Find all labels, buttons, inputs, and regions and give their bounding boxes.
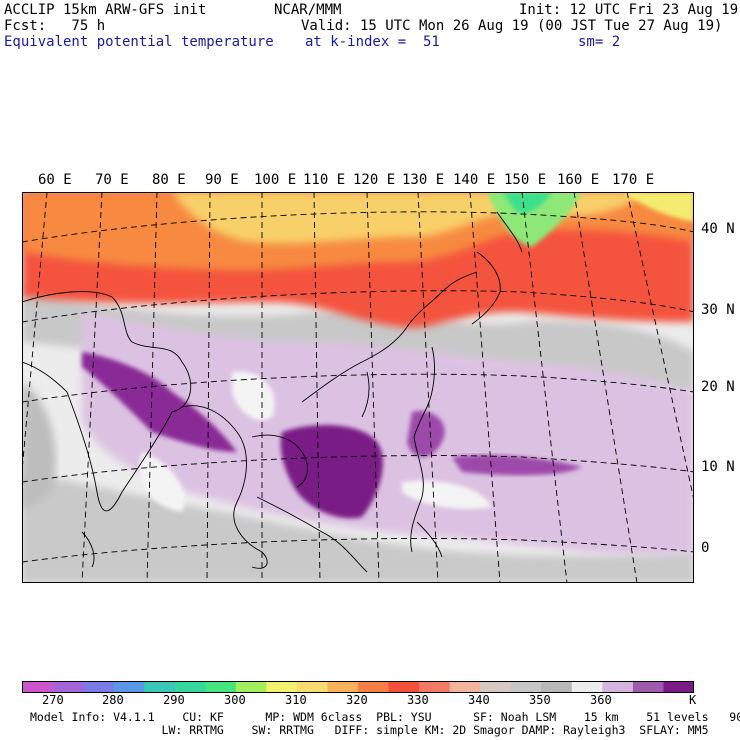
colorbar-swatch bbox=[632, 681, 664, 693]
lon-label: 110 E bbox=[303, 172, 346, 188]
lon-label: 150 E bbox=[504, 172, 547, 188]
colorbar-swatch bbox=[266, 681, 298, 693]
lon-label: 80 E bbox=[152, 172, 186, 188]
init-time: Init: 12 UTC Fri 23 Aug 19 bbox=[519, 2, 739, 18]
colorbar-swatch bbox=[296, 681, 328, 693]
colorbar-tick: 280 bbox=[102, 693, 124, 707]
dark-purple-core bbox=[280, 425, 383, 519]
colorbar-swatch bbox=[327, 681, 359, 693]
lon-label: 140 E bbox=[453, 172, 496, 188]
colorbar-tick: 320 bbox=[346, 693, 368, 707]
colorbar-swatch bbox=[602, 681, 634, 693]
colorbar-swatch bbox=[52, 681, 84, 693]
colorbar-unit: K bbox=[689, 693, 697, 707]
lon-label: 120 E bbox=[353, 172, 396, 188]
level-index: at k-index = 51 bbox=[305, 34, 440, 50]
lon-label: 170 E bbox=[612, 172, 655, 188]
lon-label: 100 E bbox=[254, 172, 297, 188]
gray-west bbox=[22, 382, 56, 512]
colorbar-swatch bbox=[113, 681, 145, 693]
white-patch bbox=[402, 480, 492, 509]
lon-label: 160 E bbox=[557, 172, 600, 188]
colorbar-swatch bbox=[571, 681, 603, 693]
dark-purple-core bbox=[82, 352, 237, 452]
field-name: Equivalent potential temperature bbox=[4, 34, 274, 50]
gray-south bbox=[22, 472, 694, 583]
colorbar-tick: 300 bbox=[224, 693, 246, 707]
lat-label: 20 N bbox=[701, 379, 735, 395]
colorbar-swatch bbox=[174, 681, 206, 693]
colorbar bbox=[22, 681, 694, 693]
colorbar-swatch bbox=[235, 681, 267, 693]
coastlines bbox=[22, 211, 523, 573]
lon-label: 70 E bbox=[95, 172, 129, 188]
green-core bbox=[502, 192, 552, 214]
lon-label: 90 E bbox=[205, 172, 239, 188]
colorbar-swatch bbox=[480, 681, 512, 693]
lon-label: 60 E bbox=[38, 172, 72, 188]
lat-label: 10 N bbox=[701, 459, 735, 475]
colorbar-swatch bbox=[388, 681, 420, 693]
lat-label: 40 N bbox=[701, 221, 735, 237]
colorbar-swatch bbox=[419, 681, 451, 693]
colorbar-swatch bbox=[510, 681, 542, 693]
colorbar-swatch bbox=[541, 681, 573, 693]
colorbar-tick: 350 bbox=[529, 693, 551, 707]
colorbar-swatch bbox=[83, 681, 115, 693]
lat-label: 30 N bbox=[701, 302, 735, 318]
valid-time: Valid: 15 UTC Mon 26 Aug 19 (00 JST Tue … bbox=[301, 18, 723, 34]
theta-e-map bbox=[22, 192, 694, 583]
forecast-hour: Fcst: 75 h bbox=[4, 18, 106, 34]
smoothing-label: sm= 2 bbox=[578, 34, 621, 50]
colorbar-tick: 340 bbox=[468, 693, 490, 707]
colorbar-swatch bbox=[663, 681, 694, 693]
colorbar-swatch bbox=[144, 681, 176, 693]
colorbar-border bbox=[22, 681, 694, 693]
colorbar-tick: 360 bbox=[590, 693, 612, 707]
mid-purple-core bbox=[407, 411, 445, 457]
colorbar-tick: 290 bbox=[163, 693, 185, 707]
white-patch bbox=[139, 452, 185, 512]
model-info-line1: Model Info: V4.1.1 CU: KF MP: WDM 6class… bbox=[30, 710, 740, 724]
colorbar-tick: 270 bbox=[42, 693, 64, 707]
lon-label: 130 E bbox=[402, 172, 445, 188]
colorbar-swatch bbox=[449, 681, 481, 693]
mid-purple-core bbox=[452, 455, 582, 476]
colorbar-tick: 330 bbox=[407, 693, 429, 707]
colorbar-tick: 310 bbox=[285, 693, 307, 707]
green-patch bbox=[487, 192, 582, 247]
white-patch bbox=[232, 371, 275, 421]
model-title: ACCLIP 15km ARW-GFS init bbox=[4, 2, 207, 18]
colorbar-swatch bbox=[22, 681, 54, 693]
lat-label: 0 bbox=[701, 540, 710, 556]
yellow-east bbox=[622, 192, 694, 222]
model-info-line2: LW: RRTMG SW: RRTMG DIFF: simple KM: 2D … bbox=[30, 723, 709, 737]
org-label: NCAR/MMM bbox=[274, 2, 342, 18]
colorbar-swatch bbox=[205, 681, 237, 693]
colorbar-swatch bbox=[358, 681, 390, 693]
graticule bbox=[22, 192, 694, 583]
